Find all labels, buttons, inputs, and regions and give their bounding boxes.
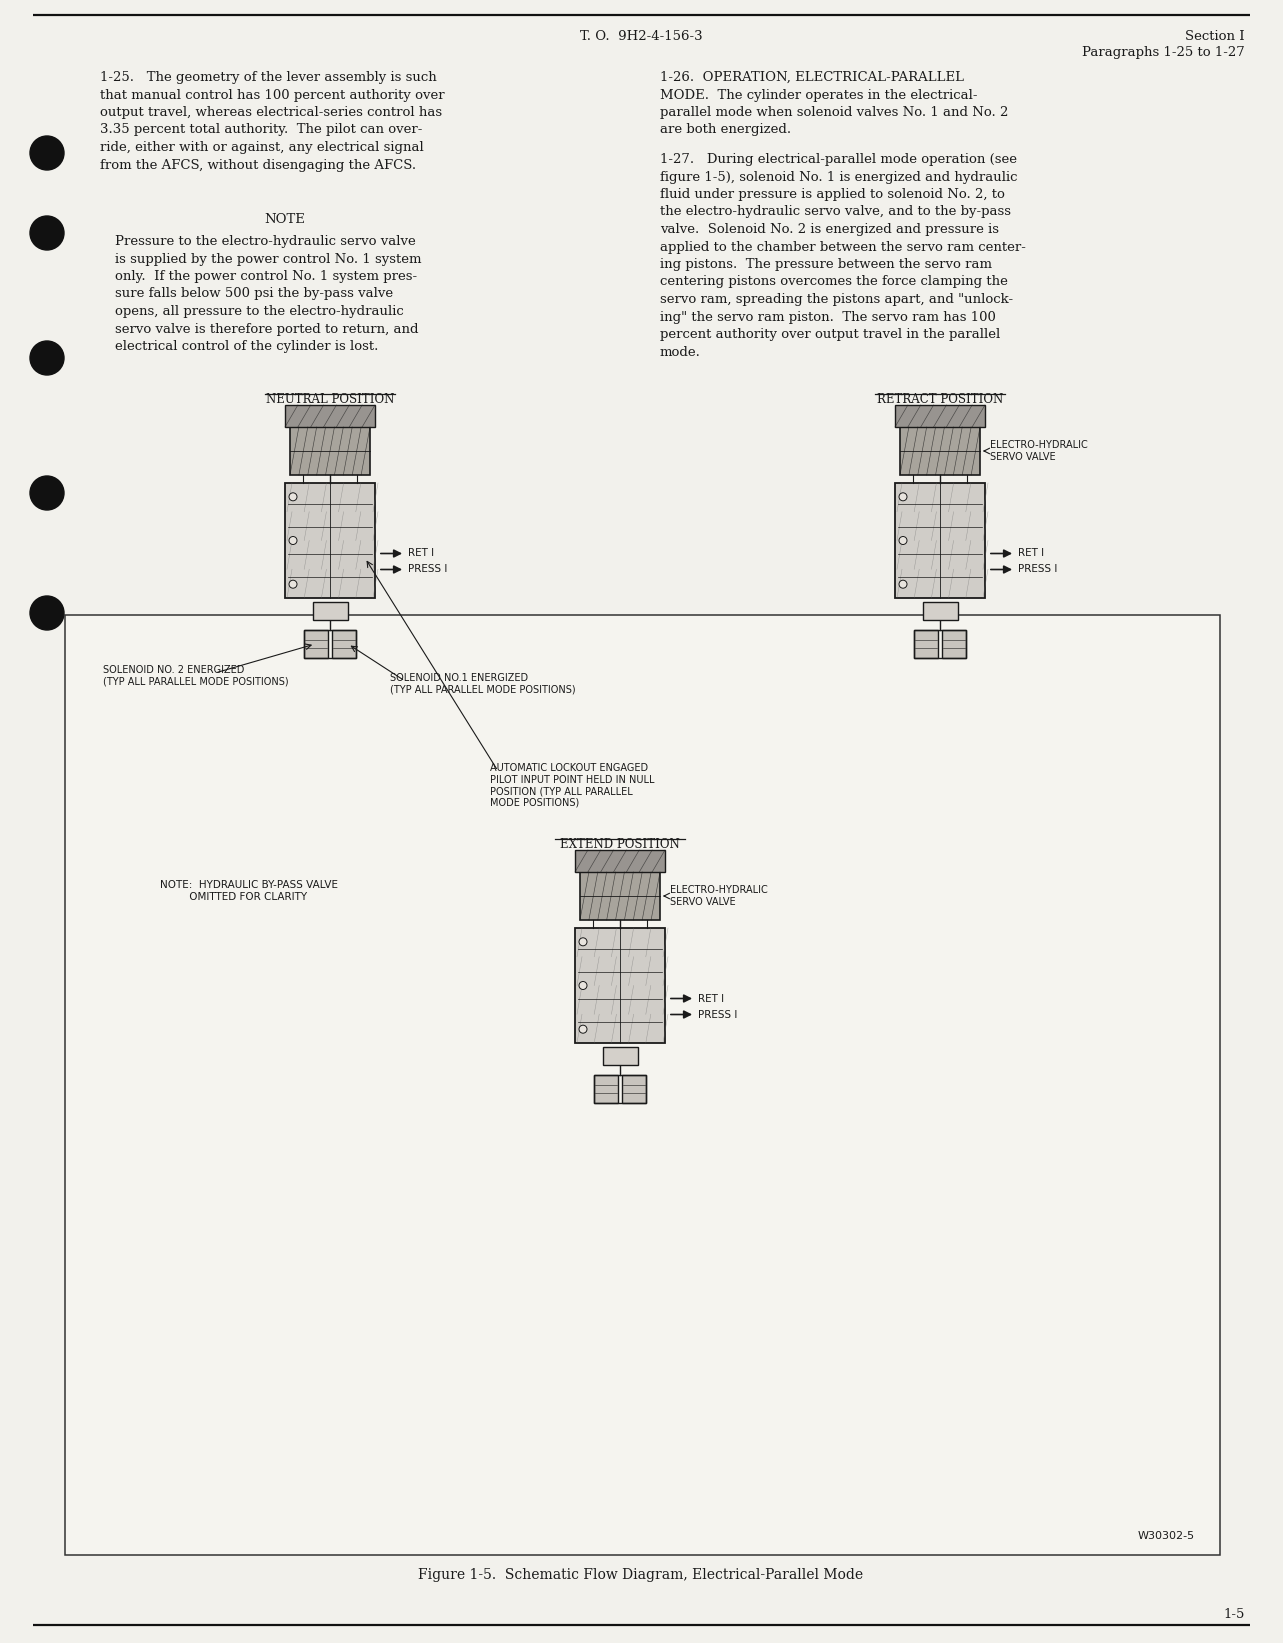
Bar xyxy=(575,928,665,1043)
Circle shape xyxy=(30,342,64,375)
Text: RET I: RET I xyxy=(1017,549,1044,559)
Bar xyxy=(290,427,370,475)
Text: 1-5: 1-5 xyxy=(1224,1608,1245,1622)
Text: NOTE:  HYDRAULIC BY-PASS VALVE
         OMITTED FOR CLARITY: NOTE: HYDRAULIC BY-PASS VALVE OMITTED FO… xyxy=(160,881,337,902)
Bar xyxy=(285,406,375,427)
Text: AUTOMATIC LOCKOUT ENGAGED
PILOT INPUT POINT HELD IN NULL
POSITION (TYP ALL PARAL: AUTOMATIC LOCKOUT ENGAGED PILOT INPUT PO… xyxy=(490,762,654,808)
Circle shape xyxy=(30,215,64,250)
Circle shape xyxy=(30,476,64,509)
Circle shape xyxy=(899,580,907,588)
Bar xyxy=(285,483,375,598)
Text: SOLENOID NO.1 ENERGIZED
(TYP ALL PARALLEL MODE POSITIONS): SOLENOID NO.1 ENERGIZED (TYP ALL PARALLE… xyxy=(390,674,576,695)
Bar xyxy=(913,629,966,657)
Bar xyxy=(304,629,328,657)
Circle shape xyxy=(289,537,296,544)
Bar xyxy=(896,483,985,598)
Bar xyxy=(65,614,1220,1554)
Bar xyxy=(580,872,659,920)
Text: RETRACT POSITION: RETRACT POSITION xyxy=(876,393,1003,406)
Text: RET I: RET I xyxy=(408,549,434,559)
Bar xyxy=(913,629,938,657)
Bar xyxy=(603,1047,638,1065)
Bar xyxy=(922,601,958,619)
Text: EXTEND POSITION: EXTEND POSITION xyxy=(561,838,680,851)
Text: Pressure to the electro-hydraulic servo valve
is supplied by the power control N: Pressure to the electro-hydraulic servo … xyxy=(115,235,422,353)
Text: Figure 1-5.  Schematic Flow Diagram, Electrical-Parallel Mode: Figure 1-5. Schematic Flow Diagram, Elec… xyxy=(418,1567,863,1582)
Text: Section I: Section I xyxy=(1185,30,1245,43)
Circle shape xyxy=(289,580,296,588)
Text: PRESS I: PRESS I xyxy=(1017,565,1057,575)
Circle shape xyxy=(899,537,907,544)
Bar xyxy=(575,849,665,872)
Text: Paragraphs 1-25 to 1-27: Paragraphs 1-25 to 1-27 xyxy=(1083,46,1245,59)
Text: W30302-5: W30302-5 xyxy=(1138,1531,1194,1541)
Text: ELECTRO-HYDRALIC
SERVO VALVE: ELECTRO-HYDRALIC SERVO VALVE xyxy=(670,886,767,907)
Bar xyxy=(313,601,348,619)
Text: 1-27.   During electrical-parallel mode operation (see
figure 1-5), solenoid No.: 1-27. During electrical-parallel mode op… xyxy=(659,153,1026,358)
Circle shape xyxy=(579,938,588,946)
Text: PRESS I: PRESS I xyxy=(698,1009,738,1020)
Text: T. O.  9H2-4-156-3: T. O. 9H2-4-156-3 xyxy=(580,30,702,43)
Text: NEUTRAL POSITION: NEUTRAL POSITION xyxy=(266,393,394,406)
Text: RET I: RET I xyxy=(698,994,724,1004)
Circle shape xyxy=(30,596,64,629)
Bar xyxy=(896,406,985,427)
Circle shape xyxy=(579,981,588,989)
Circle shape xyxy=(579,1025,588,1033)
Circle shape xyxy=(289,493,296,501)
Bar xyxy=(942,629,966,657)
Bar xyxy=(594,1075,647,1102)
Bar xyxy=(594,1075,618,1102)
Text: NOTE: NOTE xyxy=(264,214,305,227)
Text: ELECTRO-HYDRALIC
SERVO VALVE: ELECTRO-HYDRALIC SERVO VALVE xyxy=(990,440,1088,462)
Circle shape xyxy=(30,136,64,169)
Bar xyxy=(304,629,355,657)
Text: 1-25.   The geometry of the lever assembly is such
that manual control has 100 p: 1-25. The geometry of the lever assembly… xyxy=(100,71,445,171)
Text: 1-26.  OPERATION, ELECTRICAL-PARALLEL
MODE.  The cylinder operates in the electr: 1-26. OPERATION, ELECTRICAL-PARALLEL MOD… xyxy=(659,71,1008,136)
Text: PRESS I: PRESS I xyxy=(408,565,448,575)
Text: SOLENOID NO. 2 ENERGIZED
(TYP ALL PARALLEL MODE POSITIONS): SOLENOID NO. 2 ENERGIZED (TYP ALL PARALL… xyxy=(103,665,289,687)
Bar xyxy=(899,427,980,475)
Bar xyxy=(332,629,355,657)
Circle shape xyxy=(899,493,907,501)
Bar xyxy=(622,1075,647,1102)
